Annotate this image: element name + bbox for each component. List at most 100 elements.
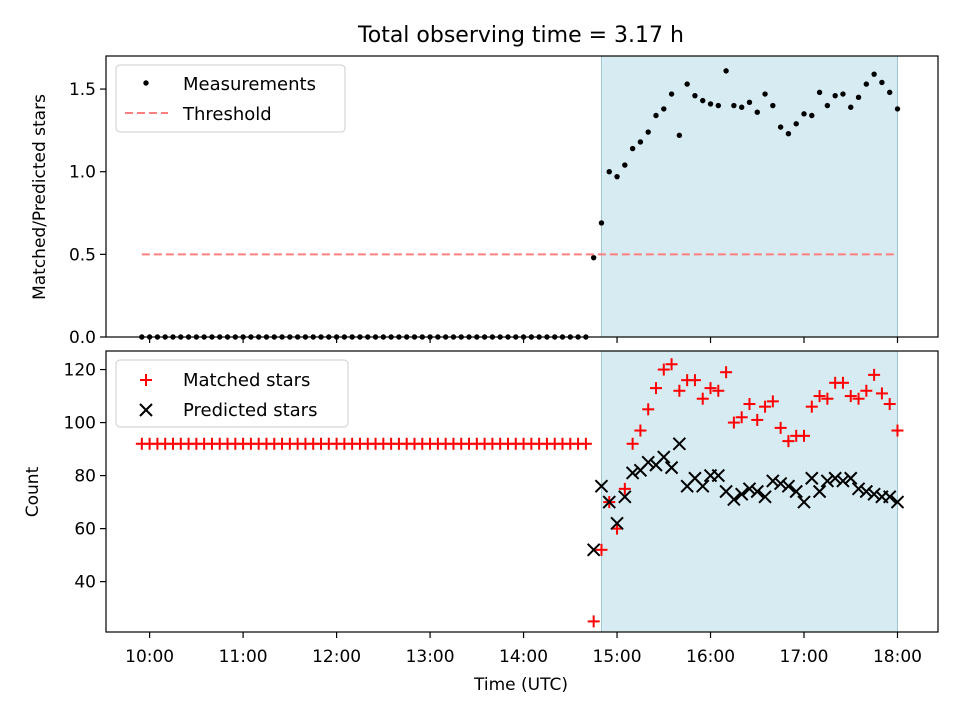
predicted-stars-point	[758, 490, 772, 504]
predicted-stars-point	[672, 437, 687, 451]
matched-stars-point	[798, 429, 811, 442]
measurements-point	[894, 106, 901, 112]
measurements-point	[614, 173, 620, 180]
predicted-stars-point	[586, 543, 601, 557]
top-legend: Measurements Threshold	[115, 64, 346, 133]
x-tick-label: 11:00	[219, 647, 268, 667]
matched-stars-point	[618, 482, 631, 495]
predicted-stars-point	[742, 482, 757, 496]
measurements-point	[809, 112, 815, 119]
bottom-shaded-region	[600, 350, 898, 633]
measurements-point	[801, 111, 807, 117]
measurements-point	[840, 91, 846, 97]
matched-stars-point	[665, 358, 678, 371]
measurements-point	[684, 81, 690, 87]
bottom-legend: Matched stars Predicted stars	[115, 359, 349, 428]
top-shaded-region	[600, 55, 898, 338]
measurements-point	[661, 106, 667, 112]
matched-stars-point	[657, 363, 670, 376]
matched-stars-point	[642, 403, 655, 416]
matched-stars-point	[821, 392, 834, 405]
measurements-point	[707, 101, 714, 107]
measurements-point	[770, 102, 776, 109]
predicted-stars-point	[797, 495, 811, 509]
predicted-stars-point	[766, 474, 780, 488]
legend-marker-predicted-stars	[139, 403, 153, 417]
measurements-point	[793, 121, 799, 127]
x-tick-label: 16:00	[686, 647, 735, 667]
measurements-point	[692, 92, 698, 99]
measurements-point	[777, 124, 784, 130]
x-tick-label: 18:00	[873, 647, 922, 667]
predicted-stars-point	[836, 474, 850, 488]
matched-stars-point	[766, 395, 779, 408]
measurements-point	[645, 129, 651, 135]
matched-stars-point	[587, 615, 600, 628]
bottom-legend-box	[115, 359, 349, 428]
matched-stars-point	[626, 437, 639, 450]
matched-stars-point	[868, 368, 881, 381]
x-axis-label: Time (UTC)	[473, 675, 568, 695]
top-panel: 0.0 0.5 1.0 1.5 Matched/Predicted stars Mea…	[30, 55, 939, 348]
measurements-point	[731, 102, 737, 109]
predicted-stars-point	[812, 484, 827, 499]
predicted-stars-point	[820, 474, 835, 488]
predicted-stars-point	[594, 479, 609, 493]
measurements-point	[762, 91, 768, 97]
predicted-stars-point	[711, 468, 726, 483]
predicted-stars-point	[890, 495, 905, 509]
measurements-point	[700, 97, 706, 104]
chart-title: Total observing time = 3.17 h	[357, 23, 684, 48]
x-tick-label: 12:00	[312, 647, 361, 667]
y-tick-label: 40	[74, 573, 96, 593]
measurements-point	[622, 162, 628, 168]
y-tick-label: 1.0	[69, 163, 96, 183]
x-tick-label: 17:00	[780, 647, 829, 667]
predicted-stars-point	[859, 484, 874, 499]
matched-stars-point	[852, 392, 865, 405]
predicted-stars-point	[641, 455, 655, 470]
predicted-stars-point	[664, 460, 679, 475]
matched-stars-point	[727, 416, 740, 429]
predicted-stars-point	[727, 492, 741, 507]
matched-stars-point	[805, 400, 818, 413]
predicted-stars-point	[781, 479, 796, 493]
measurements-point	[824, 102, 831, 109]
predicted-stars-point	[618, 490, 632, 504]
legend-label-measurements: Measurements	[183, 74, 316, 95]
predicted-stars-point	[805, 471, 819, 485]
matched-stars-point	[782, 435, 795, 448]
matched-stars-point	[595, 543, 608, 556]
predicted-stars-point	[696, 479, 710, 493]
measurements-point	[879, 79, 885, 86]
matched-stars-point	[696, 392, 709, 405]
matched-stars-point	[836, 376, 849, 389]
measurements-point	[848, 104, 854, 110]
measurements-point	[590, 254, 597, 261]
matched-stars-point	[649, 382, 662, 395]
matched-stars-point	[735, 411, 748, 424]
matched-stars-point	[704, 382, 717, 395]
matched-stars-point	[875, 387, 888, 400]
legend-label-matched-stars: Matched stars	[183, 370, 310, 391]
y-tick-label: 120	[64, 361, 96, 381]
predicted-stars-point	[625, 466, 640, 480]
predicted-stars-point	[882, 490, 897, 504]
measurements-point	[746, 99, 753, 105]
measurements-point	[629, 145, 636, 152]
measurements-point	[676, 132, 683, 139]
y-tick-label: 1.5	[69, 80, 96, 100]
predicted-stars-point	[828, 471, 842, 485]
measurements-point	[598, 220, 605, 226]
bottom-axes-frame	[105, 350, 939, 633]
legend-marker-measurements	[143, 80, 149, 86]
measurements-point	[738, 104, 745, 110]
y-tick-label: 0.0	[69, 328, 96, 348]
predicted-stars-point	[844, 471, 858, 485]
y-tick-label: 100	[64, 414, 96, 434]
legend-label-predicted-stars: Predicted stars	[183, 400, 317, 421]
predicted-stars-point	[602, 495, 616, 509]
bottom-panel: 40 60 80 100 120 10:00 11:00 12:00 13:00 14:00 15…	[23, 350, 939, 695]
y-tick-label: 0.5	[69, 245, 96, 265]
x-tick-label: 15:00	[593, 647, 642, 667]
